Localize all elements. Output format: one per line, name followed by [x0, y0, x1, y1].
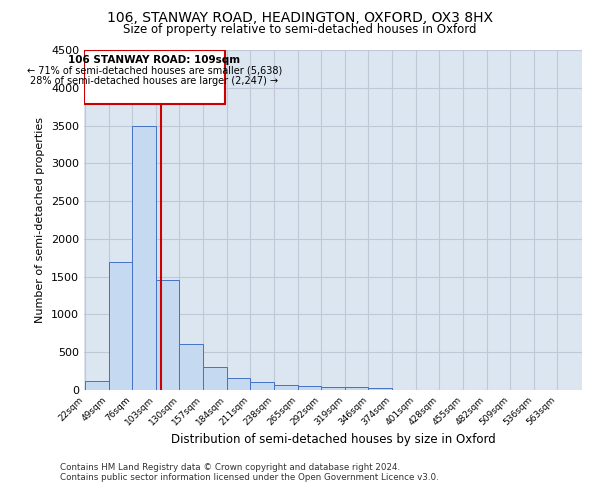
Bar [345, 388, 368, 390]
Bar [109, 262, 132, 390]
Text: 28% of semi-detached houses are larger (2,247) →: 28% of semi-detached houses are larger (… [31, 76, 278, 86]
Text: 106 STANWAY ROAD: 109sqm: 106 STANWAY ROAD: 109sqm [68, 56, 241, 66]
Bar [156, 280, 179, 390]
Bar [227, 378, 250, 390]
Text: Contains HM Land Registry data © Crown copyright and database right 2024.: Contains HM Land Registry data © Crown c… [60, 464, 400, 472]
FancyBboxPatch shape [84, 50, 225, 104]
X-axis label: Distribution of semi-detached houses by size in Oxford: Distribution of semi-detached houses by … [170, 432, 496, 446]
Bar [368, 388, 392, 390]
Text: Contains public sector information licensed under the Open Government Licence v3: Contains public sector information licen… [60, 473, 439, 482]
Text: Size of property relative to semi-detached houses in Oxford: Size of property relative to semi-detach… [123, 22, 477, 36]
Y-axis label: Number of semi-detached properties: Number of semi-detached properties [35, 117, 46, 323]
Bar [85, 381, 109, 390]
Bar [274, 384, 298, 390]
Bar [203, 368, 227, 390]
Bar [321, 387, 345, 390]
Bar [132, 126, 156, 390]
Bar [298, 386, 321, 390]
Text: ← 71% of semi-detached houses are smaller (5,638): ← 71% of semi-detached houses are smalle… [27, 65, 282, 75]
Bar [179, 344, 203, 390]
Bar [250, 382, 274, 390]
Text: 106, STANWAY ROAD, HEADINGTON, OXFORD, OX3 8HX: 106, STANWAY ROAD, HEADINGTON, OXFORD, O… [107, 11, 493, 25]
